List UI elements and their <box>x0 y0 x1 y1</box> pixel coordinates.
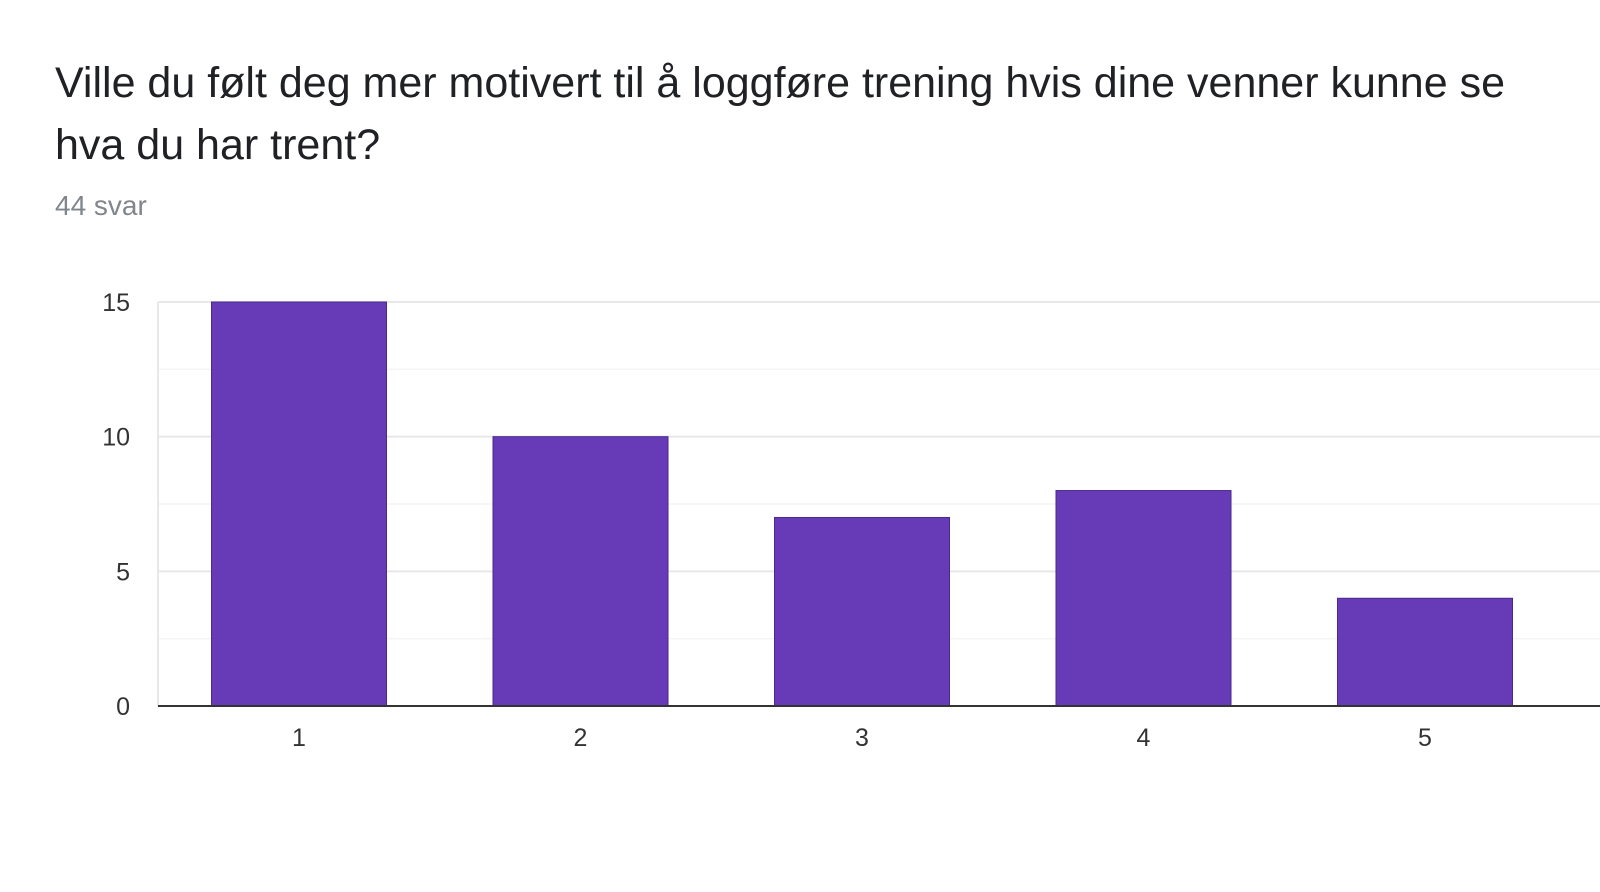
y-tick-label: 5 <box>116 558 130 586</box>
bar-5 <box>1337 597 1513 707</box>
y-tick-label: 10 <box>102 424 130 452</box>
x-tick-label: 2 <box>574 724 588 752</box>
bar-1 <box>211 301 387 707</box>
bar-3 <box>774 516 950 707</box>
bar-4 <box>1055 490 1232 707</box>
x-tick-labels: 1 2 3 4 5 <box>292 724 1432 752</box>
bar-2 <box>492 436 669 707</box>
y-tick-label: 0 <box>116 693 130 721</box>
response-count: 44 svar <box>55 190 147 221</box>
x-tick-label: 5 <box>1418 724 1432 752</box>
x-tick-label: 1 <box>292 724 306 752</box>
y-tick-label: 15 <box>102 289 130 317</box>
y-tick-labels: 0 5 10 15 <box>102 289 130 721</box>
bars <box>211 301 1513 707</box>
question-title: Ville du følt deg mer motivert til å log… <box>55 59 1505 169</box>
question-header: Ville du følt deg mer motivert til å log… <box>55 52 1555 222</box>
x-tick-label: 3 <box>855 724 869 752</box>
x-tick-label: 4 <box>1137 724 1151 752</box>
